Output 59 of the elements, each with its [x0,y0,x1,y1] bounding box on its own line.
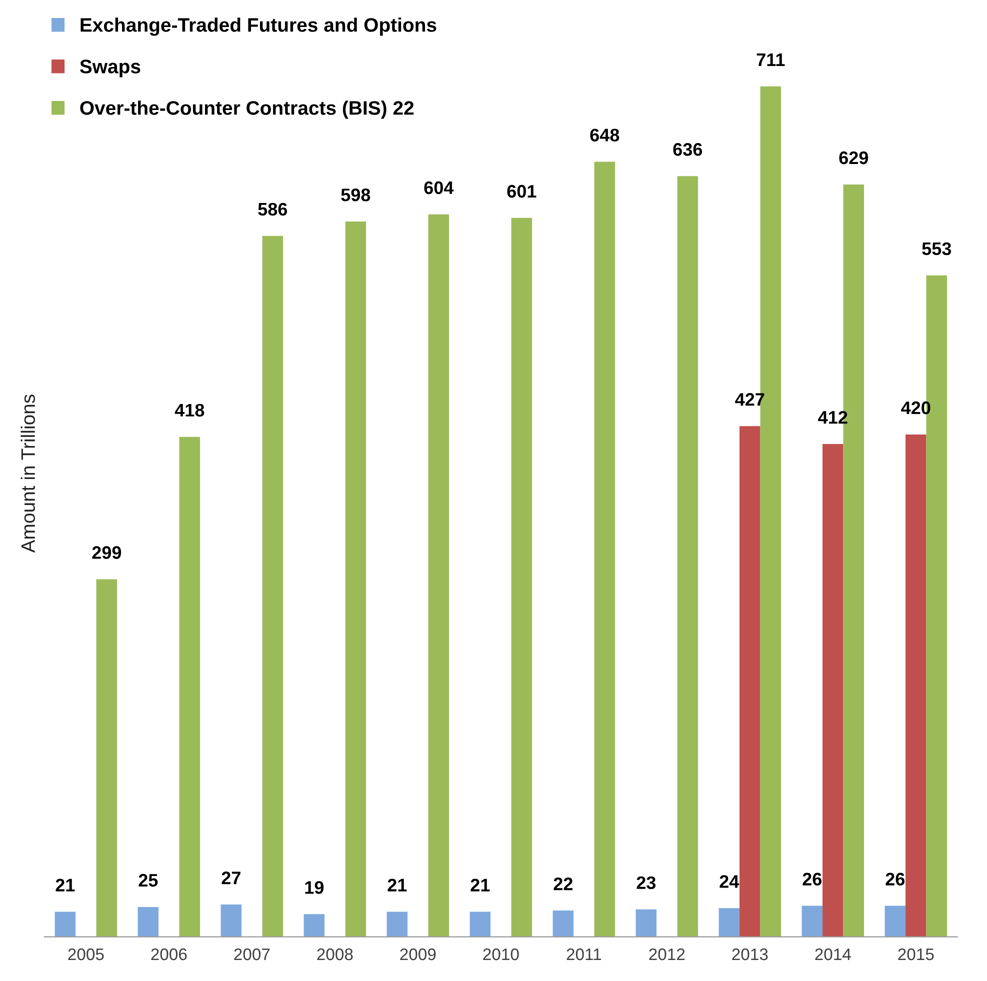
x-tick-label: 2013 [732,948,768,960]
bar [740,426,760,937]
data-label: 21 [470,878,490,892]
bar [511,218,532,937]
bar [179,436,200,937]
bar [428,214,450,937]
data-label: 636 [673,143,702,156]
bar [304,914,325,937]
bar [906,434,926,937]
bar [677,176,698,937]
bar [54,912,76,937]
data-label: 25 [138,874,158,887]
bar [96,579,118,937]
y-axis-title: Amount in Trillions [20,394,36,553]
data-label: 604 [424,181,454,194]
legend-label: Swaps [80,60,140,78]
x-tick-label: 2015 [898,948,934,960]
x-tick-label: 2010 [483,948,519,960]
data-label: 21 [388,878,407,892]
bar [386,912,408,937]
data-label: 418 [174,404,204,417]
data-label: 299 [92,546,122,559]
x-tick-label: 2007 [234,948,270,960]
legend-label: Over-the-Counter Contracts (BIS) 22 [80,100,414,119]
bar [636,909,657,937]
x-tick-label: 2012 [649,948,685,960]
x-tick-label: 2011 [566,948,602,960]
bar [718,908,740,937]
bar [822,444,844,937]
bar [345,222,366,937]
x-tick-label: 2005 [68,948,104,960]
x-tick-label: 2009 [400,948,436,960]
bar [594,162,616,937]
data-label: 21 [56,878,75,892]
data-label: 23 [636,876,656,890]
data-label: 26 [802,872,822,886]
data-label: 22 [554,878,572,890]
data-label: 553 [922,242,952,256]
data-label: 26 [886,872,905,886]
x-tick-label: 2014 [815,948,851,960]
data-label: 598 [341,188,370,202]
bar [884,906,906,937]
bar [262,236,284,937]
legend-label: Exchange-Traded Futures and Options [80,18,436,36]
data-label: 19 [305,881,324,894]
bar [552,910,574,937]
data-label: 648 [590,128,620,142]
bar [138,906,159,937]
data-label: 711 [756,54,785,66]
x-tick-label: 2006 [151,948,187,960]
data-label: 24 [720,875,740,888]
data-label: 27 [222,872,240,884]
data-label: 601 [507,184,536,198]
data-label: 586 [258,202,288,216]
bar [220,904,242,937]
x-tick-label: 2008 [317,948,353,960]
data-label: 629 [839,151,868,164]
bar [802,906,823,937]
bar [470,912,491,937]
